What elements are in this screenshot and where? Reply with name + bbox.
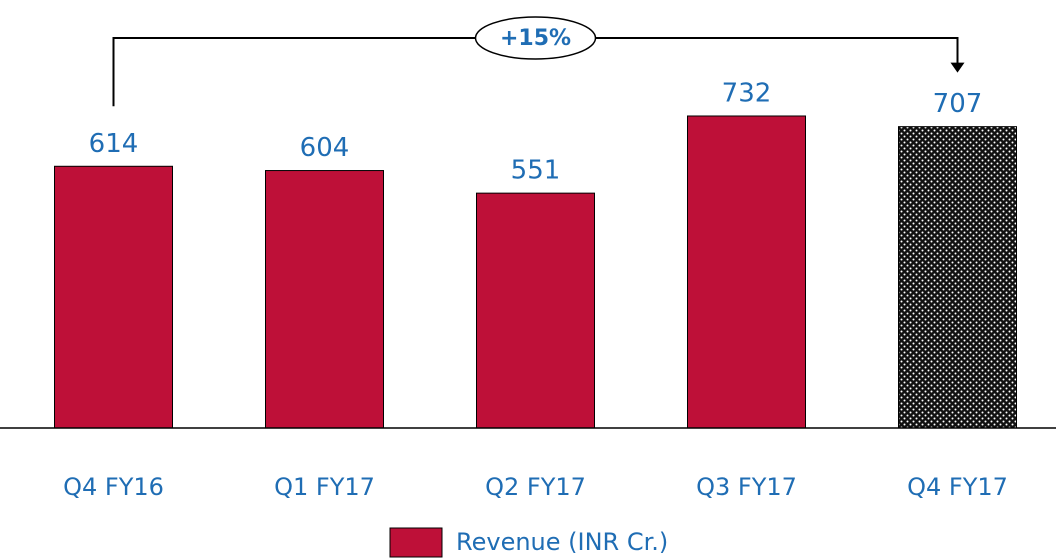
- data-label: 614: [89, 129, 139, 159]
- bar: [687, 115, 806, 429]
- bar: [265, 170, 384, 429]
- x-tick-label: Q2 FY17: [485, 473, 586, 501]
- legend-label: Revenue (INR Cr.): [456, 528, 668, 556]
- x-tick-label: Q3 FY17: [696, 473, 797, 501]
- annotation: +15%: [500, 26, 571, 51]
- arrow-head: [950, 62, 965, 73]
- data-label: 604: [300, 133, 350, 163]
- data-label: 551: [511, 156, 561, 186]
- bar: [54, 165, 173, 429]
- bar: [476, 192, 595, 429]
- x-tick-label: Q1 FY17: [274, 473, 375, 501]
- x-tick-label: Q4 FY16: [63, 473, 164, 501]
- data-label: 732: [722, 78, 772, 108]
- annotation-bubble: [474, 16, 597, 60]
- legend-swatch: [389, 527, 443, 558]
- data-label: 707: [933, 89, 983, 119]
- x-tick-label: Q4 FY17: [907, 473, 1008, 501]
- bar: [898, 126, 1017, 429]
